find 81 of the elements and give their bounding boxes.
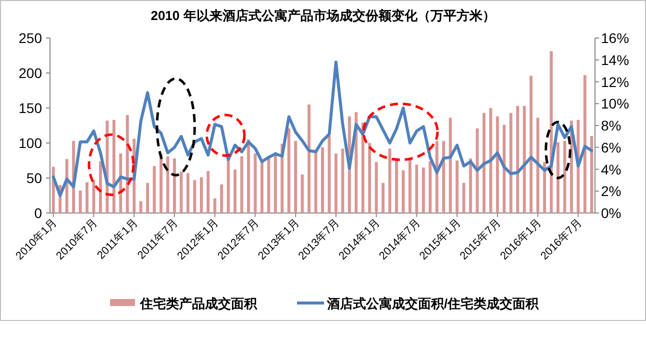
y2-tick-label: 16% bbox=[601, 30, 630, 46]
bar bbox=[206, 171, 210, 213]
bar bbox=[146, 182, 150, 213]
bar bbox=[186, 173, 190, 213]
bar bbox=[536, 118, 540, 213]
bar bbox=[267, 157, 270, 213]
bar bbox=[200, 177, 203, 213]
bar bbox=[294, 140, 298, 213]
bar bbox=[321, 147, 324, 213]
bar bbox=[395, 159, 398, 213]
line-series bbox=[52, 60, 594, 197]
bar bbox=[300, 174, 304, 213]
bar bbox=[448, 118, 452, 213]
bar bbox=[247, 140, 250, 213]
y-tick-label: 50 bbox=[26, 170, 42, 186]
y2-tick-label: 6% bbox=[601, 139, 622, 156]
chart-title: 2010 年以来酒店式公寓产品市场成交份额变化（万平方米） bbox=[150, 8, 496, 23]
bar bbox=[180, 172, 183, 213]
bar bbox=[408, 159, 412, 213]
bar bbox=[516, 106, 520, 213]
bar bbox=[428, 161, 432, 213]
bar bbox=[374, 162, 378, 213]
bar bbox=[489, 108, 492, 213]
y2-tick-label: 2% bbox=[601, 183, 622, 200]
bar bbox=[509, 112, 512, 213]
bar bbox=[274, 152, 277, 213]
bar bbox=[86, 182, 88, 213]
y2-tick-label: 10% bbox=[601, 96, 630, 112]
bar bbox=[469, 158, 472, 213]
bar bbox=[213, 198, 216, 213]
bar bbox=[422, 168, 425, 213]
bar bbox=[160, 154, 162, 213]
bar bbox=[334, 154, 338, 213]
bar bbox=[172, 158, 176, 213]
bar bbox=[126, 115, 129, 213]
bar bbox=[98, 161, 102, 213]
bar bbox=[287, 128, 290, 213]
bar bbox=[152, 166, 156, 213]
y-tick-label: 100 bbox=[18, 135, 42, 151]
y-tick-label: 250 bbox=[18, 30, 42, 46]
bar bbox=[382, 182, 385, 213]
bar bbox=[388, 148, 392, 213]
bar bbox=[328, 136, 331, 213]
bar bbox=[502, 124, 506, 213]
legend-label: 住宅类产品成交面积 bbox=[139, 296, 258, 311]
bar bbox=[435, 140, 438, 213]
bar bbox=[583, 75, 586, 213]
bar bbox=[563, 140, 566, 213]
bar bbox=[112, 120, 116, 213]
y2-tick-label: 4% bbox=[601, 161, 622, 178]
bar bbox=[308, 104, 311, 213]
bar bbox=[590, 136, 594, 213]
bar bbox=[139, 201, 142, 213]
bar bbox=[193, 180, 196, 213]
y2-tick-label: 12% bbox=[601, 74, 630, 90]
legend-label: 酒店式公寓成交面积/住宅类成交面积 bbox=[326, 296, 540, 311]
y-tick-label: 200 bbox=[18, 65, 42, 81]
y-tick-label: 0 bbox=[34, 205, 42, 221]
y2-tick-label: 0% bbox=[601, 205, 622, 221]
bar bbox=[254, 154, 257, 213]
bar bbox=[442, 140, 446, 213]
bar bbox=[462, 182, 466, 213]
bar bbox=[368, 143, 372, 213]
bar bbox=[415, 164, 418, 213]
bar bbox=[456, 160, 459, 213]
y-tick-label: 150 bbox=[18, 100, 42, 116]
y2-tick-label: 14% bbox=[601, 52, 630, 68]
bar bbox=[496, 116, 499, 213]
bar bbox=[234, 170, 237, 213]
bar bbox=[220, 184, 224, 213]
bar bbox=[226, 159, 230, 213]
bar bbox=[556, 142, 560, 213]
y2-tick-label: 8% bbox=[601, 118, 622, 134]
bar bbox=[341, 148, 344, 213]
bar bbox=[314, 152, 318, 213]
bar bbox=[530, 76, 533, 213]
bar bbox=[543, 162, 546, 213]
bar bbox=[522, 106, 526, 213]
bar bbox=[78, 190, 82, 213]
bar bbox=[482, 112, 486, 213]
bar bbox=[260, 161, 264, 213]
